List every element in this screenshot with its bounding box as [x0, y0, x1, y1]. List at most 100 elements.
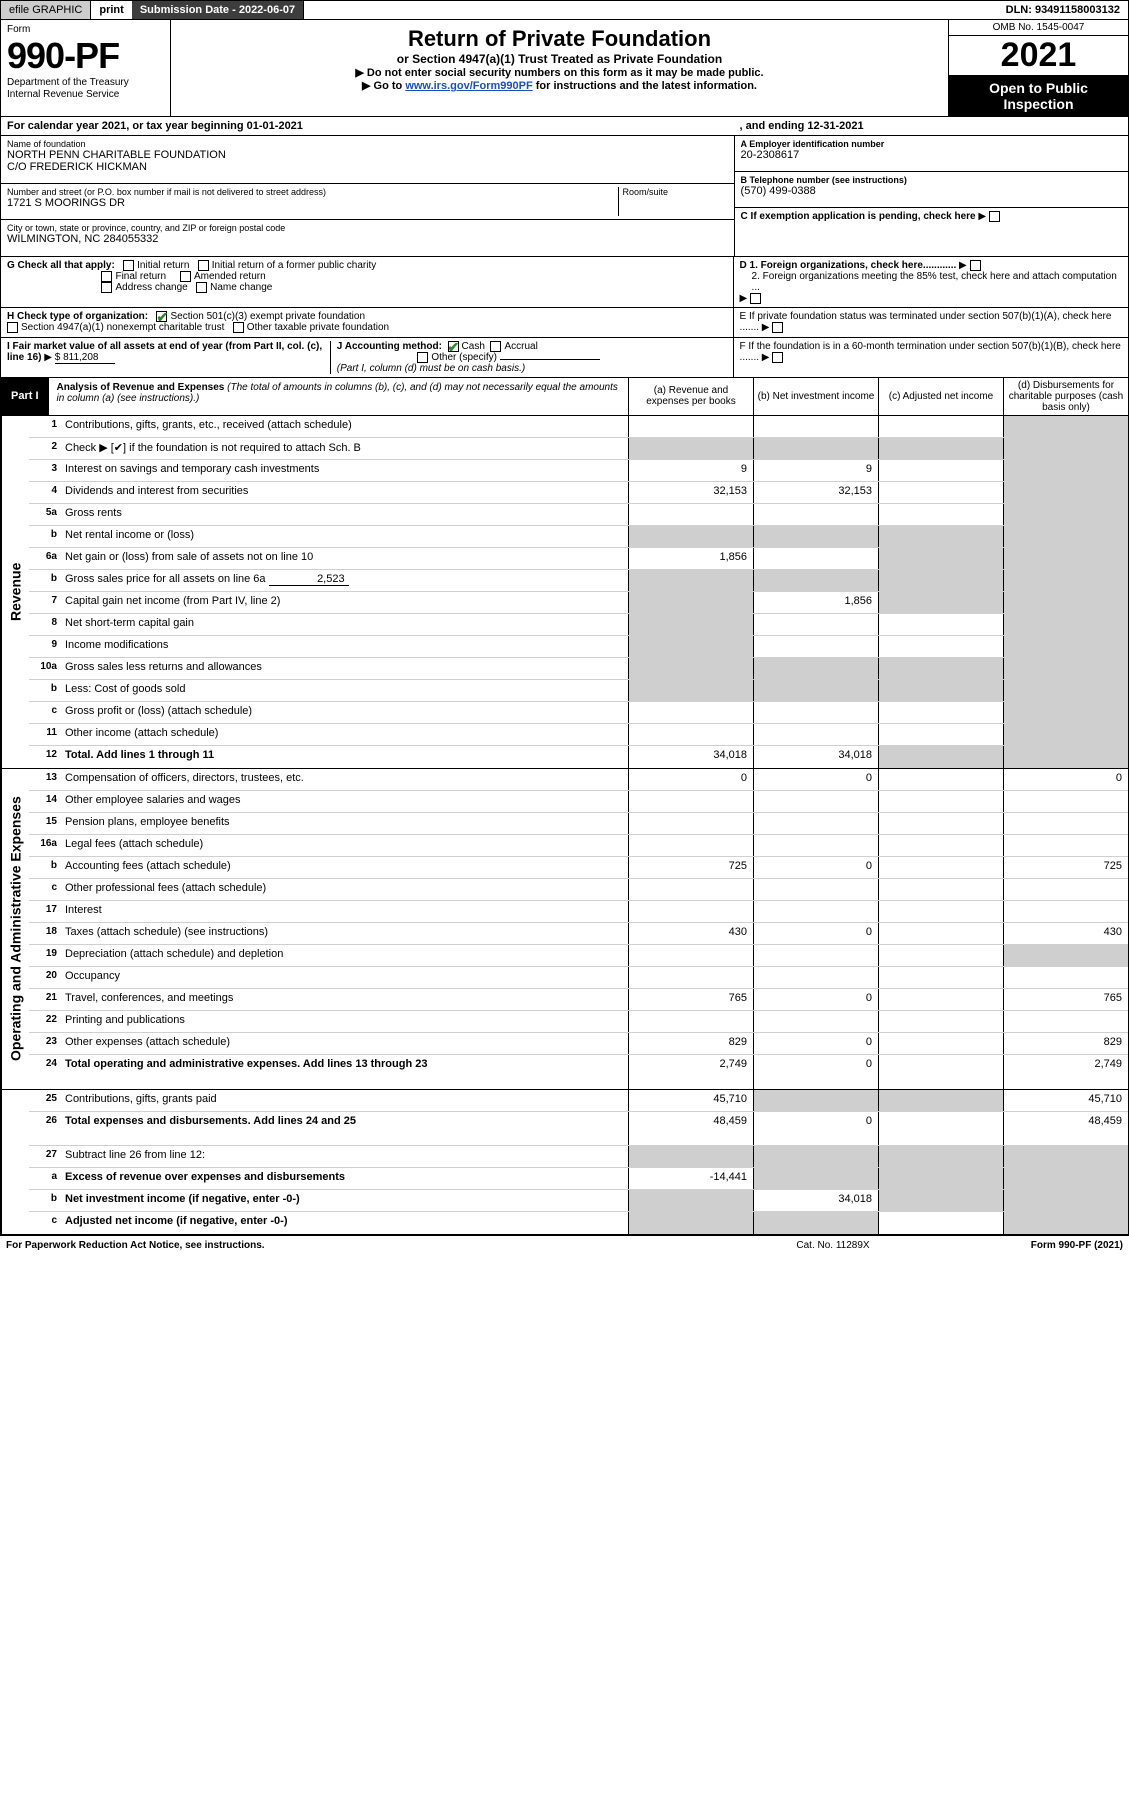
col-a	[628, 416, 753, 437]
expenses-side-label: Operating and Administrative Expenses	[1, 769, 29, 1089]
col-a	[628, 724, 753, 745]
cat-number: Cat. No. 11289X	[723, 1240, 943, 1251]
g-address-change[interactable]	[101, 282, 112, 293]
col-c	[878, 746, 1003, 768]
col-b	[753, 526, 878, 547]
col-a: 9	[628, 460, 753, 481]
col-d	[1003, 791, 1128, 812]
col-b	[753, 1168, 878, 1189]
col-c	[878, 857, 1003, 878]
ein-value: 20-2308617	[741, 149, 1122, 161]
col-a: 1,856	[628, 548, 753, 569]
j-other[interactable]	[417, 352, 428, 363]
col-a	[628, 945, 753, 966]
col-a: 829	[628, 1033, 753, 1054]
line-number: 11	[29, 724, 61, 745]
line-desc: Dividends and interest from securities	[61, 482, 628, 503]
col-a: 34,018	[628, 746, 753, 768]
col-d	[1003, 526, 1128, 547]
col-b: 0	[753, 1112, 878, 1145]
g-final-return[interactable]	[101, 271, 112, 282]
arrow-icon	[762, 352, 770, 363]
col-c	[878, 791, 1003, 812]
addr-label: Number and street (or P.O. box number if…	[7, 187, 618, 197]
col-a	[628, 813, 753, 834]
line-number: 8	[29, 614, 61, 635]
form-header: Form 990-PF Department of the Treasury I…	[0, 20, 1129, 117]
col-d: 725	[1003, 857, 1128, 878]
line-5a: 5aGross rents	[29, 504, 1128, 526]
line-number: 20	[29, 967, 61, 988]
arrow-icon	[959, 260, 967, 271]
line-desc: Depreciation (attach schedule) and deple…	[61, 945, 628, 966]
d2-label: 2. Foreign organizations meeting the 85%…	[740, 271, 1122, 293]
line-a: aExcess of revenue over expenses and dis…	[29, 1168, 1128, 1190]
g-amended-return[interactable]	[180, 271, 191, 282]
col-b: 0	[753, 857, 878, 878]
line-number: 12	[29, 746, 61, 768]
line-number: 13	[29, 769, 61, 790]
line-12: 12Total. Add lines 1 through 1134,01834,…	[29, 746, 1128, 768]
g-initial-former[interactable]	[198, 260, 209, 271]
e-label: E If private foundation status was termi…	[740, 311, 1112, 333]
h-4947[interactable]	[7, 322, 18, 333]
g-name-change[interactable]	[196, 282, 207, 293]
line-number: 26	[29, 1112, 61, 1145]
print-link[interactable]: print	[91, 1, 131, 19]
d2-checkbox[interactable]	[750, 293, 761, 304]
col-a	[628, 1146, 753, 1167]
e-checkbox[interactable]	[772, 322, 783, 333]
tax-year: 2021	[949, 36, 1128, 76]
line-desc: Subtract line 26 from line 12:	[61, 1146, 628, 1167]
name-value: NORTH PENN CHARITABLE FOUNDATION C/O FRE…	[7, 149, 728, 173]
col-d	[1003, 901, 1128, 922]
col-b	[753, 1090, 878, 1111]
col-d	[1003, 1168, 1128, 1189]
col-c	[878, 769, 1003, 790]
line-20: 20Occupancy	[29, 967, 1128, 989]
line-8: 8Net short-term capital gain	[29, 614, 1128, 636]
omb-number: OMB No. 1545-0047	[949, 20, 1128, 36]
j-cash[interactable]	[448, 341, 459, 352]
col-c	[878, 1146, 1003, 1167]
col-c	[878, 1011, 1003, 1032]
col-d	[1003, 746, 1128, 768]
line-number: 10a	[29, 658, 61, 679]
line-number: 6a	[29, 548, 61, 569]
col-c	[878, 879, 1003, 900]
j-accrual[interactable]	[490, 341, 501, 352]
ein-cell: A Employer identification number 20-2308…	[735, 136, 1128, 172]
line-4: 4Dividends and interest from securities3…	[29, 482, 1128, 504]
h-opt-1: Section 4947(a)(1) nonexempt charitable …	[21, 323, 224, 334]
line-c: cGross profit or (loss) (attach schedule…	[29, 702, 1128, 724]
line-24: 24Total operating and administrative exp…	[29, 1055, 1128, 1089]
line-7: 7Capital gain net income (from Part IV, …	[29, 592, 1128, 614]
line-number: 21	[29, 989, 61, 1010]
cal-end: , and ending 12-31-2021	[734, 117, 1128, 135]
c-checkbox[interactable]	[989, 211, 1000, 222]
col-b: 0	[753, 1055, 878, 1089]
line-number: a	[29, 1168, 61, 1189]
col-c	[878, 702, 1003, 723]
line-desc: Net investment income (if negative, ente…	[61, 1190, 628, 1211]
line-desc: Gross sales less returns and allowances	[61, 658, 628, 679]
col-c	[878, 967, 1003, 988]
g-initial-return[interactable]	[123, 260, 134, 271]
line-desc: Contributions, gifts, grants paid	[61, 1090, 628, 1111]
line-desc: Gross profit or (loss) (attach schedule)	[61, 702, 628, 723]
h-other-taxable[interactable]	[233, 322, 244, 333]
h-501c3[interactable]	[156, 311, 167, 322]
col-b	[753, 1146, 878, 1167]
col-c	[878, 1112, 1003, 1145]
line-number: 7	[29, 592, 61, 613]
instr2-link[interactable]: www.irs.gov/Form990PF	[405, 80, 532, 92]
d1-checkbox[interactable]	[970, 260, 981, 271]
col-a: 725	[628, 857, 753, 878]
col-c	[878, 989, 1003, 1010]
page-footer: For Paperwork Reduction Act Notice, see …	[0, 1235, 1129, 1255]
f-checkbox[interactable]	[772, 352, 783, 363]
col-c	[878, 482, 1003, 503]
line-desc: Gross rents	[61, 504, 628, 525]
col-b	[753, 879, 878, 900]
line-desc: Other expenses (attach schedule)	[61, 1033, 628, 1054]
